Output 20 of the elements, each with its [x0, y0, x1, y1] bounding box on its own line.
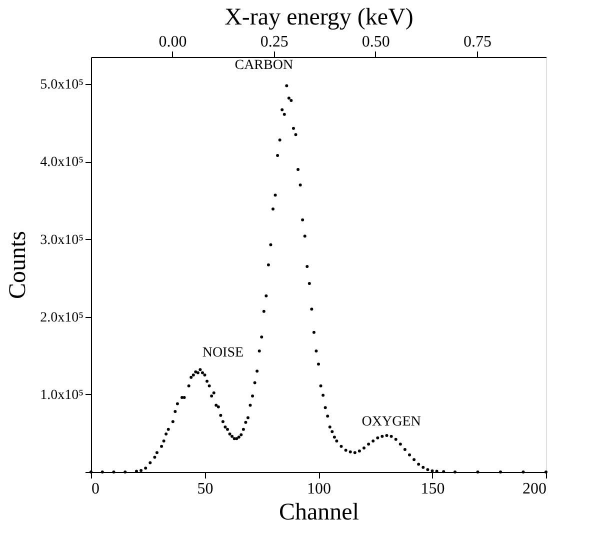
annotation: OXYGEN	[362, 414, 421, 430]
x2-tick-label: 0.50	[362, 34, 390, 50]
x-tick-label: 100	[307, 480, 331, 498]
y-tick-label: 4.0x10⁵	[40, 155, 84, 170]
x-tick-label: 50	[197, 480, 214, 498]
x2-tick-label: 0.25	[260, 34, 288, 50]
x-tick-label: 150	[420, 480, 445, 498]
x-tick-label: 200	[522, 480, 546, 498]
x2-tick-label: 0.00	[158, 34, 187, 50]
x-tick-label: 0	[92, 480, 100, 498]
x2-axis-title: X-ray energy (keV)	[224, 4, 414, 30]
annotation: NOISE	[202, 346, 244, 361]
y-axis-title: Counts	[5, 230, 32, 300]
annotation: CARBON	[234, 58, 294, 73]
y-tick-label: 3.0x10⁵	[40, 232, 84, 248]
x-axis-title: Channel	[279, 500, 360, 526]
y-tick-label: 5.0x10⁵	[40, 78, 84, 93]
x2-tick-label: 0.75	[463, 34, 492, 50]
y-tick-label: 2.0x10⁵	[40, 310, 84, 326]
y-tick-label: 1.0x10⁵	[40, 388, 84, 403]
